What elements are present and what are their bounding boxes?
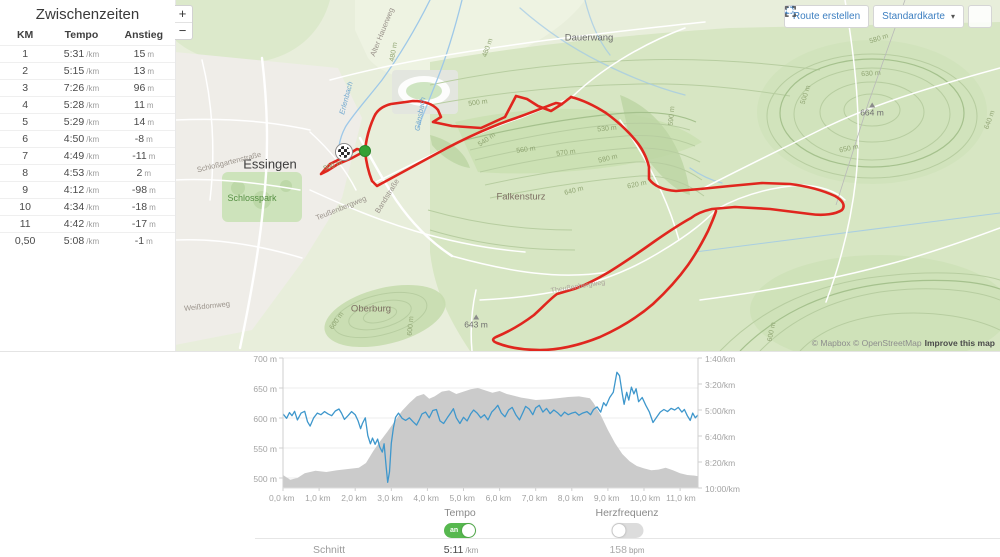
map-canvas (175, 0, 1000, 351)
map-layer-label: Standardkarte (882, 11, 945, 22)
elevation-pace-chart-section: 700 m 650 m 600 m 550 m 500 m 1:40/km 3:20/km 5… (0, 351, 1000, 557)
split-row[interactable]: 10 4:34/km -18 m (0, 198, 175, 216)
chart-legend: Tempo an Herzfrequenz (0, 507, 1000, 541)
map-zoom-control: + − (175, 5, 193, 40)
chevron-down-icon: ▾ (950, 12, 955, 21)
fullscreen-icon (785, 6, 796, 17)
splits-panel: Zwischenzeiten KM Tempo Anstieg 1 5:31/km… (0, 0, 176, 351)
hr-toggle-knob (612, 524, 625, 537)
split-row[interactable]: 3 7:26/km 96 m (0, 79, 175, 97)
avg-hr-value: 158 bpm (609, 544, 645, 556)
finish-marker (336, 144, 352, 160)
zoom-out-button[interactable]: − (178, 23, 187, 38)
split-row[interactable]: 4 5:28/km 11 m (0, 96, 175, 114)
zoom-in-button[interactable]: + (175, 6, 192, 23)
splits-title: Zwischenzeiten (35, 6, 140, 23)
split-row[interactable]: 5 5:29/km 14 m (0, 113, 175, 131)
create-route-button[interactable]: Route erstellen (783, 5, 870, 28)
fullscreen-button[interactable] (785, 5, 992, 28)
map-layer-button[interactable]: Standardkarte ▾ (873, 5, 964, 28)
elevation-area (283, 388, 699, 488)
attribution-text: © Mapbox © OpenStreetMap (811, 338, 922, 348)
tempo-legend-item: Tempo an (444, 507, 476, 538)
split-row[interactable]: 1 5:31/km 15 m (0, 45, 175, 63)
create-route-label: Route erstellen (792, 11, 861, 22)
pace-line (282, 371, 699, 483)
averages-row: Schnitt 5:11/km 158 bpm (255, 538, 1000, 557)
hr-legend-item: Herzfrequenz (595, 507, 659, 538)
tempo-legend-label: Tempo (444, 507, 476, 519)
tempo-toggle[interactable]: an (444, 523, 476, 538)
improve-map-link[interactable]: Improve this map (924, 338, 995, 348)
chart-canvas[interactable] (0, 352, 1000, 507)
tempo-toggle-state: an (450, 527, 459, 534)
split-row[interactable]: 9 4:12/km -98 m (0, 181, 175, 199)
splits-col-tempo: Tempo (64, 29, 99, 41)
split-row[interactable]: 11 4:42/km -17 m (0, 215, 175, 233)
hr-legend-label: Herzfrequenz (595, 507, 659, 519)
hr-toggle[interactable] (611, 523, 643, 538)
split-row[interactable]: 8 4:53/km 2 m (0, 164, 175, 182)
map[interactable]: Essingen Schlosspark Schloßgartenstraße Teu… (175, 0, 1000, 351)
splits-col-km: KM (16, 29, 34, 41)
avg-tempo-value: 5:11/km (443, 544, 479, 556)
start-marker (359, 145, 371, 157)
split-row[interactable]: 6 4:50/km -8 m (0, 130, 175, 148)
split-row[interactable]: 2 5:15/km 13 m (0, 62, 175, 80)
tempo-toggle-knob (462, 524, 475, 537)
split-row[interactable]: 7 4:49/km -11 m (0, 147, 175, 165)
splits-col-anstieg: Anstieg (124, 29, 164, 41)
avg-label: Schnitt (312, 544, 346, 556)
map-attribution: © Mapbox © OpenStreetMap Improve this map (812, 338, 995, 348)
split-row[interactable]: 0,50 5:08/km -1 m (0, 232, 175, 249)
splits-table: KM Tempo Anstieg 1 5:31/km 15 m 2 5:15/km 13 m 3… (0, 27, 175, 249)
